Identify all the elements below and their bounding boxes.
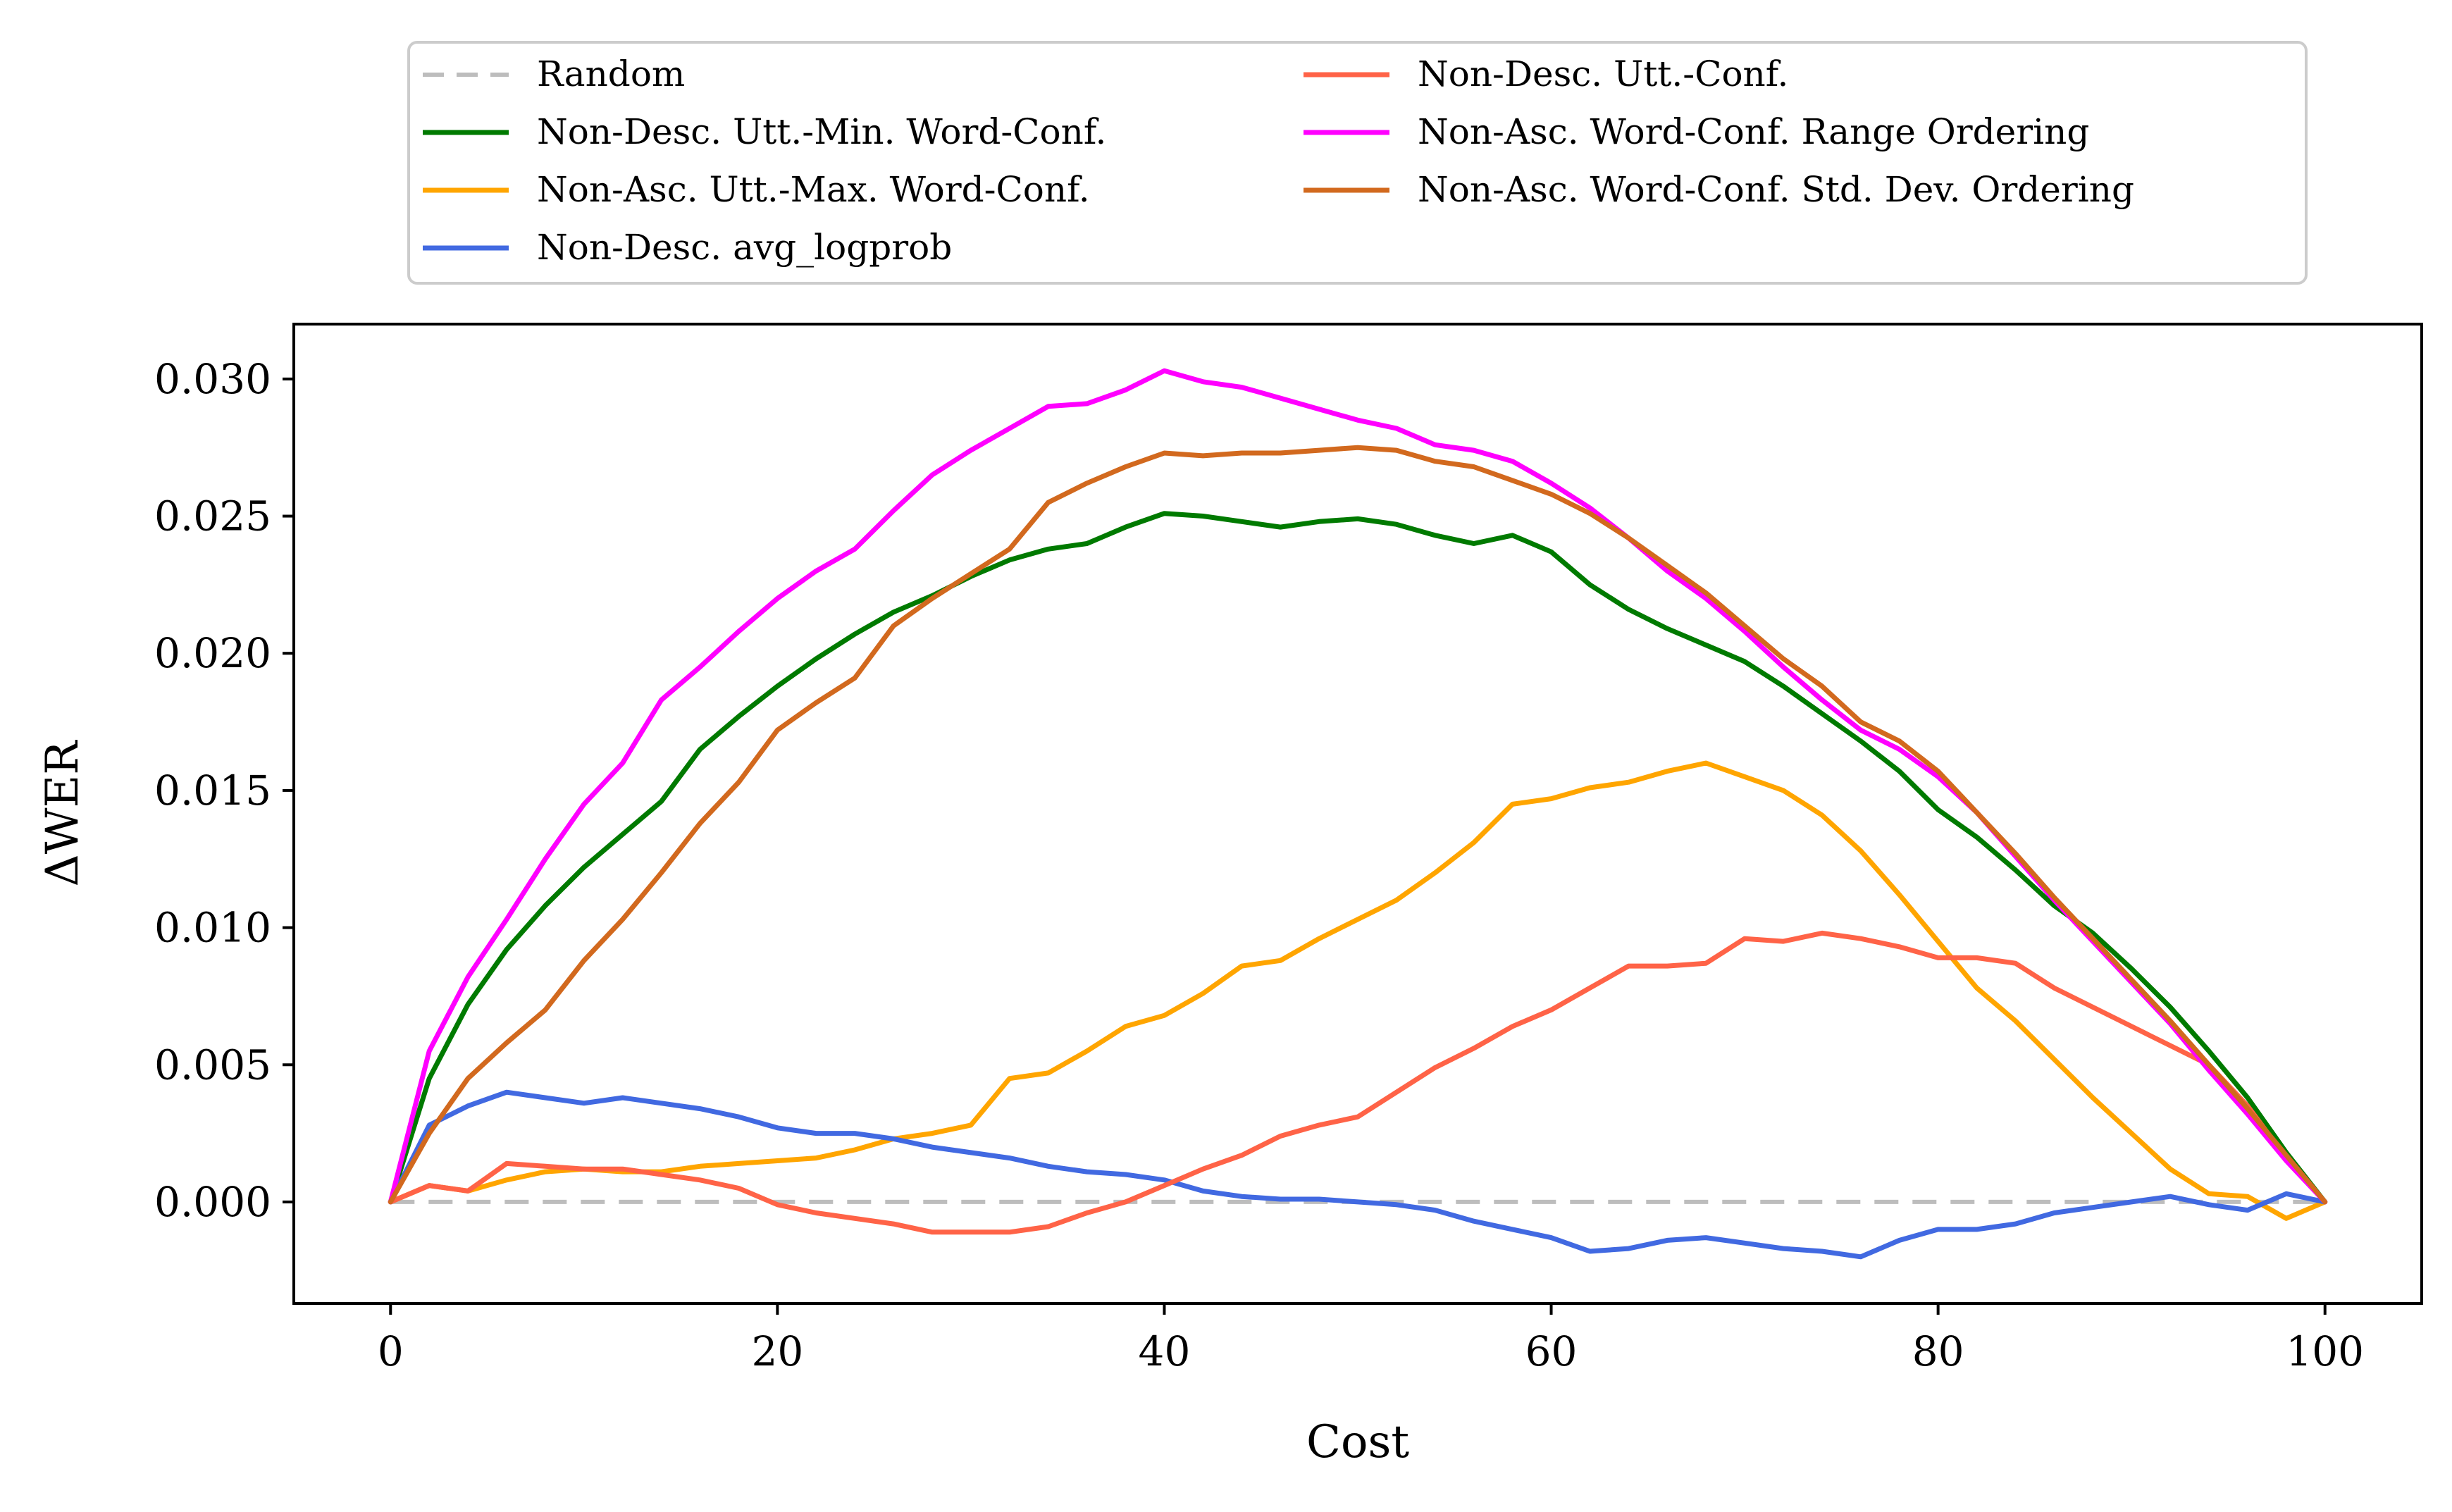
legend-label-non-asc-word-conf-range-ordering: Non-Asc. Word-Conf. Range Ordering [1418,111,2089,152]
legend-label-non-asc-word-conf-std-dev-ordering: Non-Asc. Word-Conf. Std. Dev. Ordering [1418,169,2134,210]
legend: Random Non-Desc. Utt.-Min. Word-Conf. Non-… [407,41,2308,285]
x-tick-label: 100 [2286,1327,2364,1375]
x-tick-label: 20 [751,1327,803,1375]
y-tick-label: 0.015 [154,767,271,814]
y-tick-label: 0.030 [154,355,271,403]
legend-label-non-asc-utt-max-word-conf: Non-Asc. Utt.-Max. Word-Conf. [537,169,1090,210]
x-tick-label: 60 [1525,1327,1578,1375]
x-tick-label: 80 [1912,1327,1964,1375]
legend-label-non-desc-avg-logprob: Non-Desc. avg_logprob [537,227,952,268]
axes-layer: 0 20 40 60 80 100 0.000 0.005 0.010 0.015 0.020 0.0… [154,355,2364,1375]
series-line-non-asc-word-conf-std-dev-ordering [388,445,2328,1205]
y-axis-label: ΔWER [37,740,89,887]
series-line-non-desc-utt-conf [388,930,2328,1235]
series-line-non-desc-utt-min-word-conf [388,511,2328,1205]
y-tick-label: 0.000 [154,1178,271,1226]
plot-frame [292,323,2423,1305]
legend-frame [407,41,2308,285]
series-line-non-asc-utt-max-word-conf [388,760,2328,1221]
x-tick-label: 0 [378,1327,404,1375]
y-tick-label: 0.025 [154,492,271,540]
y-tick-label: 0.010 [154,904,271,952]
x-tick-label: 40 [1139,1327,1191,1375]
legend-label-random: Random [537,54,685,94]
y-tick-label: 0.005 [154,1041,271,1089]
series-layer [388,368,2328,1260]
legend-label-non-desc-utt-conf: Non-Desc. Utt.-Conf. [1418,54,1788,94]
x-axis-label: Cost [1306,1416,1409,1468]
legend-label-non-desc-utt-min-word-conf: Non-Desc. Utt.-Min. Word-Conf. [537,111,1106,152]
series-line-non-desc-avg-logprob [388,1089,2328,1260]
y-tick-label: 0.020 [154,629,271,677]
